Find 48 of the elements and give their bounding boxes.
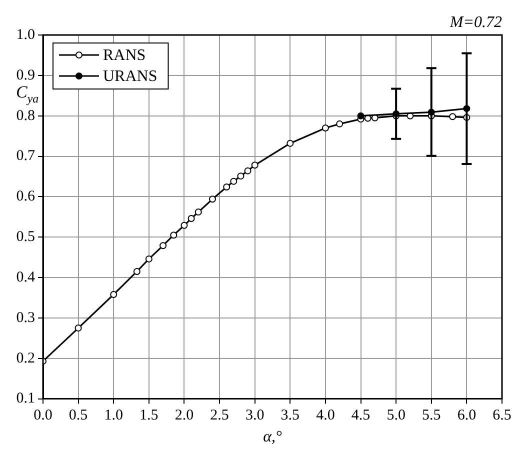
x-axis-title: α,° — [263, 428, 282, 446]
y-tick-label: 0.2 — [16, 350, 35, 366]
x-tick-label: 1.0 — [104, 408, 123, 424]
x-tick-label: 3.0 — [245, 408, 264, 424]
legend-label: RANS — [103, 47, 146, 64]
y-tick-label: 0.1 — [16, 390, 35, 407]
point — [188, 215, 195, 222]
y-tick-label: 0.3 — [16, 310, 35, 326]
point — [110, 291, 118, 298]
point — [244, 167, 252, 174]
point — [230, 178, 238, 185]
x-tick-label: 2.0 — [174, 408, 194, 424]
y-tick-label: 0.5 — [16, 229, 35, 246]
x-tick-label: 6.0 — [457, 408, 476, 424]
point — [357, 112, 364, 120]
y-tick-label: 0.7 — [16, 148, 36, 164]
x-tick-label: 5.5 — [422, 408, 441, 424]
x-tick-label: 0.0 — [34, 408, 52, 424]
x-tick-label: 5.0 — [386, 408, 406, 424]
y-tick-label: 0.6 — [16, 188, 36, 205]
point — [322, 124, 329, 132]
point — [223, 183, 230, 190]
y-tick-label: 0.4 — [16, 269, 36, 286]
point — [208, 196, 216, 203]
point — [194, 208, 202, 216]
y-tick-label: 0.9 — [16, 67, 35, 84]
point — [180, 222, 188, 229]
x-tick-label: 4.0 — [316, 408, 335, 424]
point — [336, 120, 344, 128]
legend-label: URANS — [103, 68, 158, 86]
point — [251, 162, 258, 169]
x-tick-label: 6.5 — [492, 408, 512, 424]
point — [449, 113, 456, 120]
y-tick-label: 0.8 — [16, 108, 35, 124]
x-tick-label: 2.5 — [210, 408, 229, 424]
x-tick-label: 1.5 — [140, 408, 158, 424]
point — [145, 255, 152, 262]
x-tick-label: 3.5 — [280, 408, 300, 424]
x-tick-label: 4.5 — [351, 408, 370, 424]
y-tick-label: 1.0 — [16, 26, 35, 43]
text: M=0.72 — [448, 14, 502, 31]
point — [133, 268, 140, 275]
point — [237, 172, 244, 180]
x-tick-label: 0.5 — [68, 408, 88, 424]
point — [74, 324, 82, 332]
point — [160, 242, 167, 250]
point — [170, 232, 178, 239]
point — [286, 140, 294, 147]
